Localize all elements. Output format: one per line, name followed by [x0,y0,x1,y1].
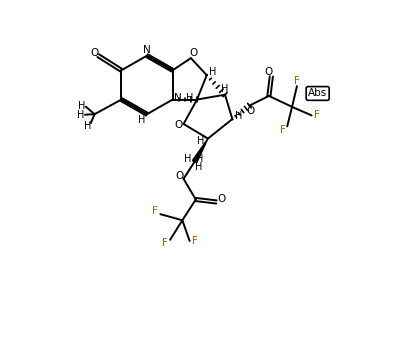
Text: N: N [143,45,151,55]
Text: F: F [314,110,319,120]
Text: O: O [218,194,226,204]
Text: H: H [77,110,85,120]
Text: H: H [197,136,205,146]
Text: H: H [84,121,91,131]
Text: Abs: Abs [308,89,327,98]
Text: O: O [91,48,99,58]
Text: O: O [247,106,255,116]
Text: F: F [294,76,300,86]
Text: F: F [192,236,197,246]
Text: O: O [175,171,183,181]
Polygon shape [192,139,208,163]
Text: H: H [195,162,203,172]
Text: H: H [235,111,243,121]
Text: H: H [196,154,203,164]
Text: N: N [174,93,182,103]
Text: F: F [280,125,286,135]
Text: H: H [138,115,145,124]
Text: H: H [209,67,217,77]
Text: H: H [184,154,191,164]
Text: O: O [265,67,273,77]
Text: H: H [78,101,85,111]
Text: F: F [152,206,158,216]
Text: H: H [221,83,229,94]
Text: O: O [189,48,197,58]
Text: F: F [162,238,168,248]
Text: H: H [186,93,194,103]
Text: O: O [174,120,183,130]
